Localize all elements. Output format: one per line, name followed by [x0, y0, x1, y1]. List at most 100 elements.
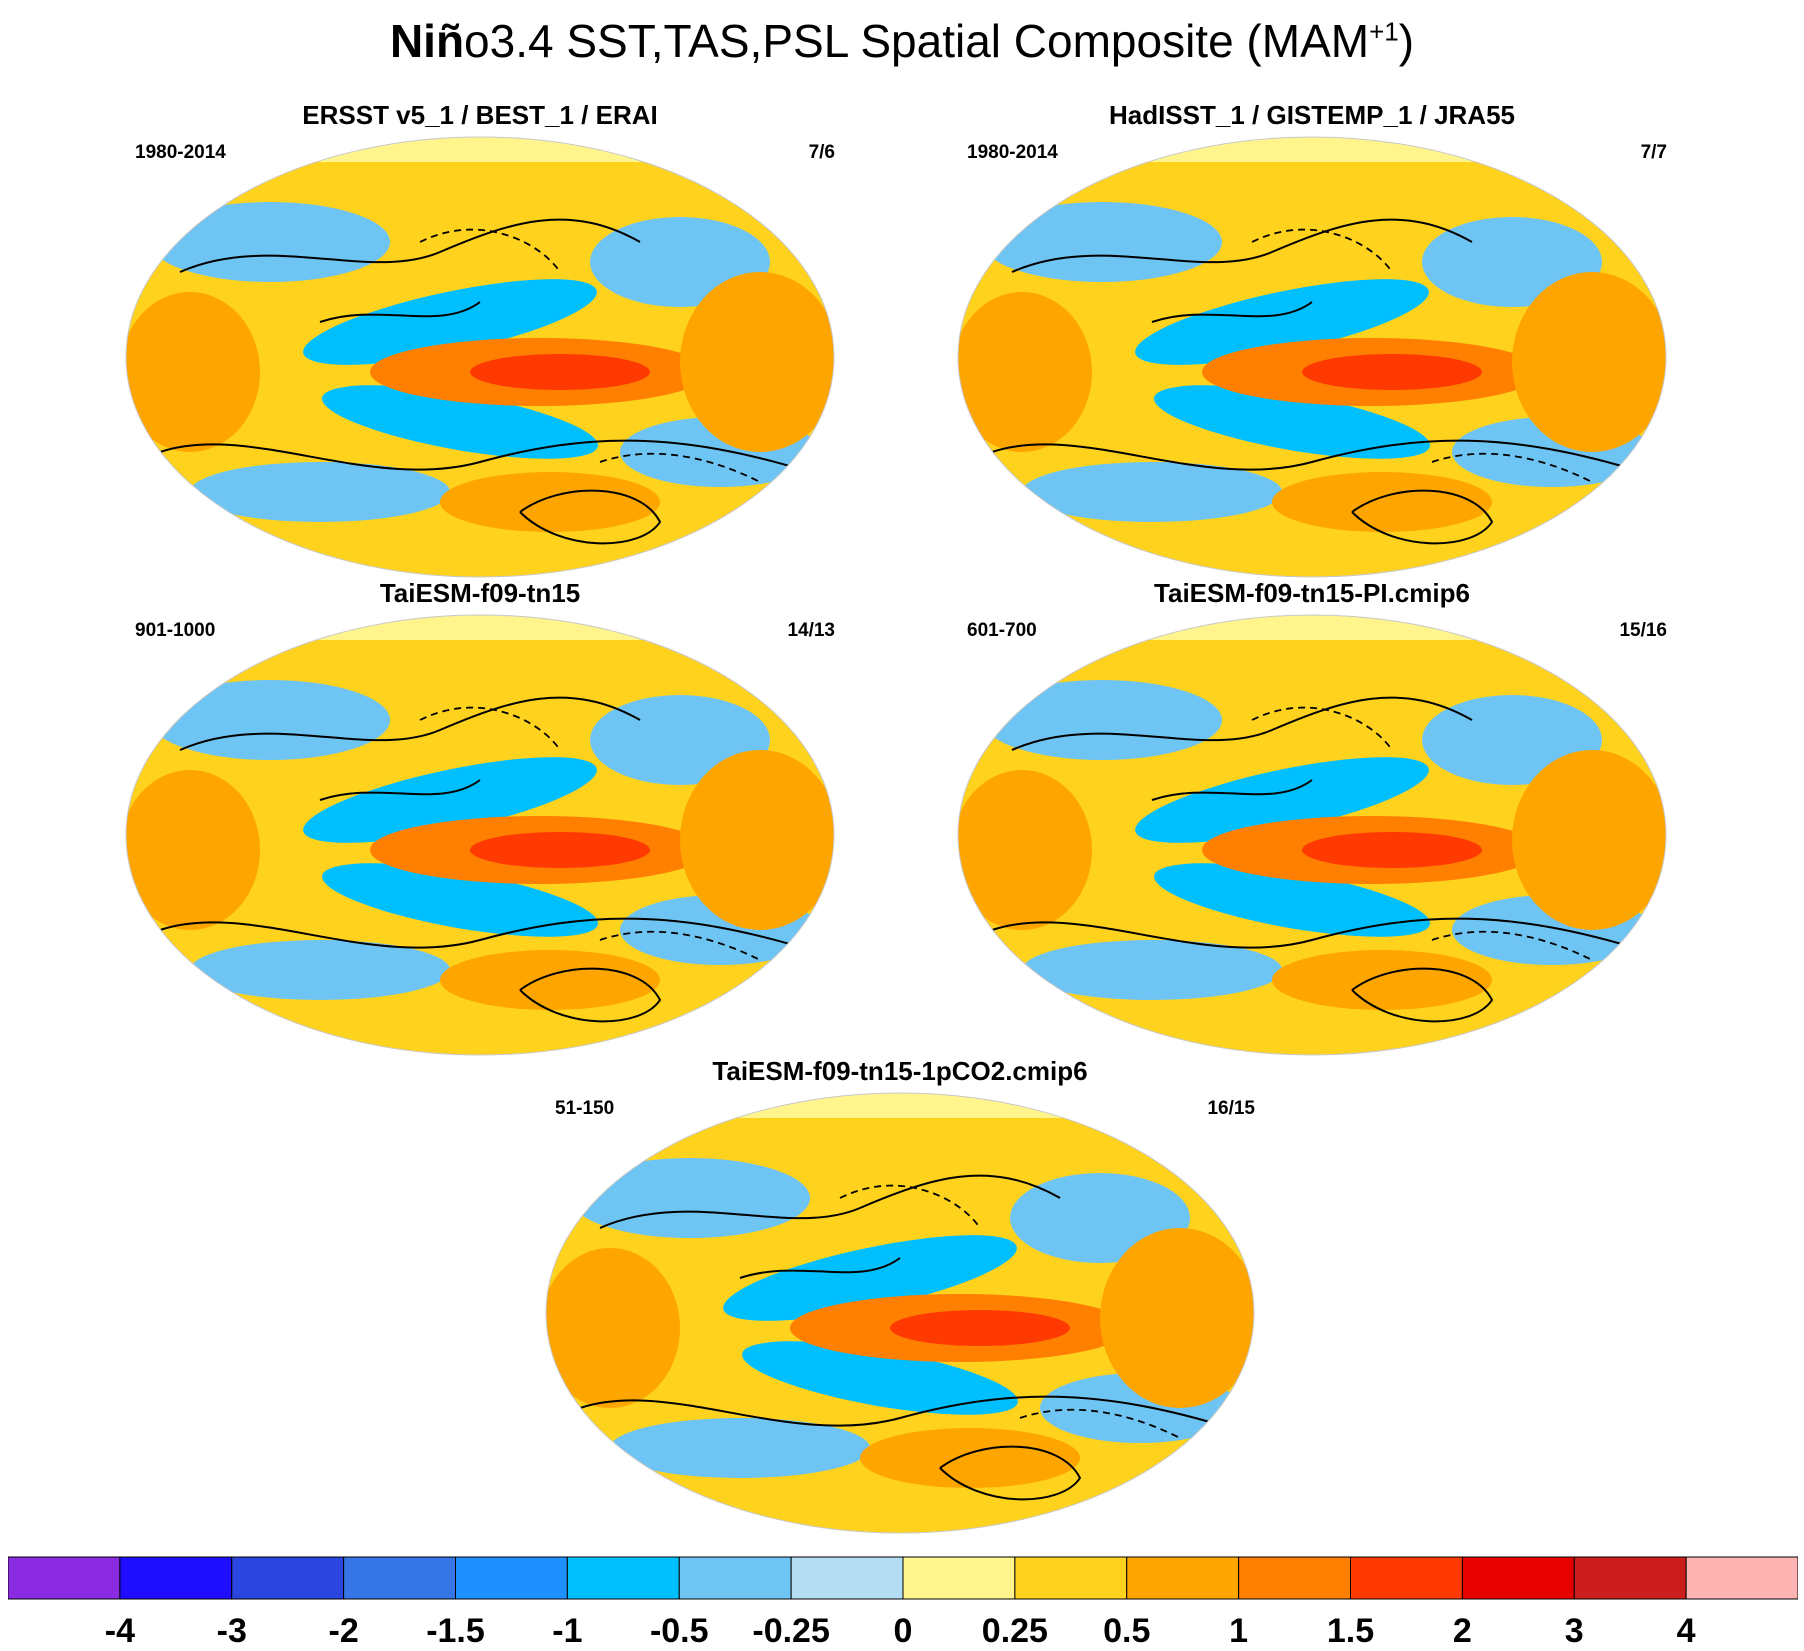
anomaly-warm — [440, 472, 660, 532]
psl-contour — [1011, 696, 1473, 751]
psl-contour-negative — [1431, 452, 1593, 483]
map-panel-taiesm: TaiESM-f09-tn15 901-1000 14/13 — [120, 578, 840, 1058]
anomaly-warm — [126, 770, 260, 930]
map-panel-ersst: ERSST v5_1 / BEST_1 / ERAI 1980-2014 7/6 — [120, 100, 840, 580]
colorbar-swatch — [566, 1556, 680, 1600]
psl-contour — [179, 696, 641, 751]
anomaly-warm — [440, 950, 660, 1010]
map-panel-taiesm-1pco2: TaiESM-f09-tn15-1pCO2.cmip6 51-150 16/15 — [540, 1056, 1260, 1536]
panel-period: 51-150 — [555, 1098, 615, 1119]
panel-title: TaiESM-f09-tn15-PI.cmip6 — [1154, 578, 1470, 608]
map-border — [125, 614, 835, 1056]
colorbar-swatch — [455, 1556, 568, 1600]
anomaly-warm — [1512, 272, 1666, 452]
anomaly-warm — [470, 832, 650, 868]
colorbar-tick-label: -4 — [104, 1612, 135, 1650]
anomaly-cool — [723, 1235, 1017, 1321]
anomaly-warm — [1100, 1228, 1254, 1408]
colorbar-tick-label: 0 — [893, 1612, 913, 1650]
psl-contour-negative — [839, 1184, 981, 1229]
psl-contour-negative — [419, 228, 561, 273]
map-border — [957, 614, 1667, 1056]
anomaly-warm — [1302, 354, 1482, 390]
psl-contour — [159, 917, 811, 951]
colorbar — [8, 1556, 1798, 1600]
psl-contour-negative — [1019, 1408, 1181, 1439]
panel-count: 7/6 — [808, 142, 835, 163]
psl-contour — [319, 301, 481, 323]
psl-contour-negative — [599, 452, 761, 483]
map-border — [545, 1092, 1255, 1534]
psl-contour — [159, 439, 811, 473]
colorbar-tick-label: -0.5 — [649, 1612, 709, 1650]
colorbar-swatch — [1573, 1556, 1687, 1600]
map-border — [957, 136, 1667, 578]
colorbar-tick-label: -2 — [328, 1612, 359, 1650]
anomaly-cool — [1154, 385, 1430, 459]
psl-contour-negative — [1251, 228, 1393, 273]
psl-contour — [1351, 967, 1494, 1023]
map-border — [125, 136, 835, 578]
colorbar-swatch — [1685, 1556, 1798, 1600]
colorbar-swatch — [1238, 1556, 1352, 1600]
panel-period: 601-700 — [967, 620, 1037, 641]
anomaly-cool — [1154, 863, 1430, 937]
psl-contour-negative — [419, 706, 561, 751]
anomaly-cool — [1135, 279, 1429, 365]
colorbar-tick-label: 2 — [1452, 1612, 1472, 1650]
colorbar-swatch — [678, 1556, 792, 1600]
panel-period: 901-1000 — [135, 620, 216, 641]
figure-title: Niño3.4 SST,TAS,PSL Spatial Composite (M… — [0, 14, 1804, 68]
panel-title: TaiESM-f09-tn15 — [379, 578, 581, 608]
anomaly-cool — [610, 1418, 870, 1478]
figure-title-prefix: Niñ — [389, 15, 465, 67]
figure-title-end: ) — [1398, 15, 1415, 67]
panel-count: 15/16 — [1619, 620, 1667, 641]
composite-map — [957, 614, 1667, 1056]
composite-map — [957, 136, 1667, 578]
anomaly-warm — [890, 1310, 1070, 1346]
anomaly-warm — [1272, 950, 1492, 1010]
anomaly-warm — [860, 1428, 1080, 1488]
anomaly-warm — [680, 750, 834, 930]
psl-contour — [519, 967, 662, 1023]
panel-count: 14/13 — [787, 620, 835, 641]
map-panel-hadisst: HadISST_1 / GISTEMP_1 / JRA55 1980-2014 … — [952, 100, 1672, 580]
composite-map — [125, 614, 835, 1056]
panel-title: TaiESM-f09-tn15-1pCO2.cmip6 — [712, 1056, 1088, 1086]
anomaly-warm — [958, 292, 1092, 452]
psl-contour — [1151, 301, 1313, 323]
colorbar-swatch — [343, 1556, 457, 1600]
psl-contour-negative — [599, 930, 761, 961]
anomaly-warm — [1512, 750, 1666, 930]
colorbar-swatch — [119, 1556, 233, 1600]
psl-contour-negative — [1431, 930, 1593, 961]
colorbar-tick-label: -1 — [552, 1612, 583, 1650]
psl-contour — [739, 1257, 901, 1279]
psl-contour — [991, 917, 1643, 951]
colorbar-tick-label: 4 — [1676, 1612, 1696, 1650]
panel-period: 1980-2014 — [135, 142, 226, 163]
anomaly-cool — [1022, 462, 1282, 522]
anomaly-warm — [546, 1493, 1254, 1533]
anomaly-warm — [958, 1015, 1666, 1055]
panel-count: 7/7 — [1640, 142, 1667, 163]
colorbar-swatch — [1014, 1556, 1128, 1600]
colorbar-tick-label: 3 — [1564, 1612, 1584, 1650]
anomaly-cool — [322, 385, 598, 459]
colorbar-tick-label: -3 — [216, 1612, 247, 1650]
anomaly-warm — [958, 770, 1092, 930]
anomaly-warm — [546, 1248, 680, 1408]
anomaly-warm — [958, 537, 1666, 577]
anomaly-warm — [1302, 832, 1482, 868]
psl-contour — [991, 439, 1643, 473]
psl-contour — [519, 489, 662, 545]
psl-contour-negative — [1251, 706, 1393, 751]
anomaly-cool — [1135, 757, 1429, 843]
panel-title: ERSST v5_1 / BEST_1 / ERAI — [302, 100, 658, 130]
psl-contour — [319, 779, 481, 801]
anomaly-warm — [126, 292, 260, 452]
anomaly-warm — [680, 272, 834, 452]
colorbar-tick-label: 1.5 — [1326, 1612, 1375, 1650]
psl-contour — [939, 1445, 1082, 1501]
